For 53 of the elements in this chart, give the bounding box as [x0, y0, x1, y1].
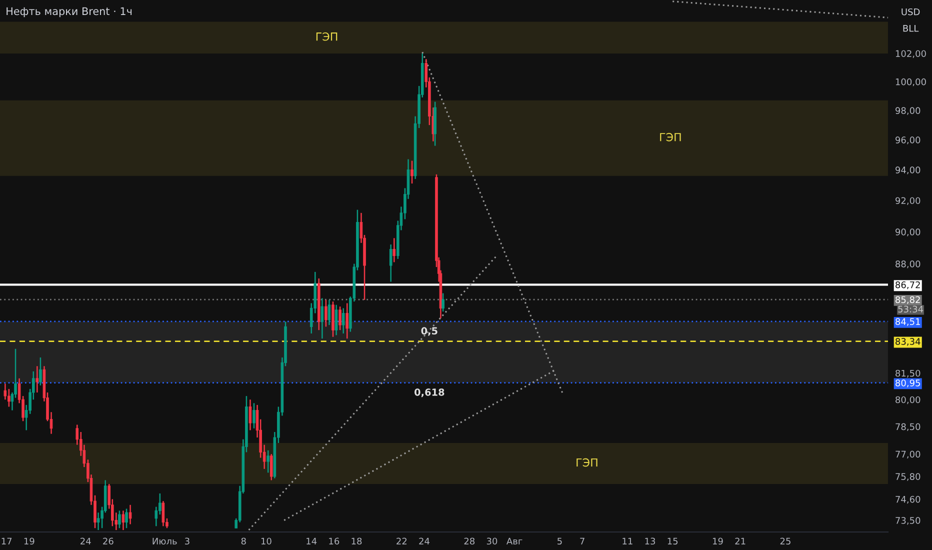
- y-tick-label: 86,72: [896, 281, 920, 290]
- y-tick-label: 92,00: [896, 197, 920, 205]
- x-tick-label: 16: [329, 538, 340, 545]
- band-label: ГЭП: [660, 132, 681, 142]
- x-tick-label: 5: [558, 538, 562, 545]
- text: 53:34: [898, 306, 924, 313]
- x-tick-label: 21: [735, 538, 746, 544]
- x-tick-label: 28: [464, 538, 475, 545]
- x-tick-label: 7: [580, 538, 584, 544]
- y-tick-label: 78,50: [896, 423, 920, 432]
- x-tick-label: 19: [24, 538, 34, 545]
- y-tick-label: 94,00: [896, 166, 920, 174]
- text: USD: [902, 8, 920, 16]
- y-tick-label: 84,51: [896, 318, 920, 326]
- y-tick-label: 88,00: [896, 260, 920, 268]
- x-tick-label: 8: [241, 538, 246, 545]
- y-tick-label: 81,50: [896, 370, 920, 378]
- x-tick-label: Авг: [506, 538, 522, 544]
- x-tick-label: 25: [780, 538, 790, 545]
- x-tick-label: 26: [103, 538, 114, 545]
- y-tick-label: 80,95: [896, 380, 920, 388]
- x-tick-label: 14: [306, 538, 317, 544]
- annotation: 0,5: [421, 327, 438, 336]
- x-tick-label: 24: [419, 538, 430, 544]
- y-tick-label: 85,82: [896, 296, 920, 304]
- x-tick-label: 13: [645, 538, 656, 545]
- annotation: 0,618: [414, 388, 444, 398]
- x-tick-label: 19: [712, 538, 723, 545]
- y-tick-label: 74,60: [896, 496, 920, 504]
- x-tick-label: 18: [352, 538, 362, 545]
- y-tick-label: 73,50: [896, 517, 920, 525]
- y-tick-label: 102,00: [896, 50, 926, 58]
- y-tick-label: 98,00: [896, 107, 920, 115]
- x-tick-label: 15: [668, 538, 678, 545]
- y-tick-label: 90,00: [896, 228, 920, 236]
- text: BLL: [903, 25, 919, 32]
- x-tick-label: 22: [396, 538, 407, 544]
- x-tick-label: Июль: [152, 538, 177, 545]
- band-label: ГЭП: [316, 32, 338, 41]
- y-tick-label: 75,80: [896, 473, 920, 481]
- x-tick-label: 17: [2, 538, 12, 544]
- x-tick-label: 11: [622, 538, 632, 544]
- y-tick-label: 96,00: [896, 136, 920, 144]
- y-tick-label: 77,00: [896, 450, 920, 459]
- y-tick-label: 80,00: [896, 396, 920, 404]
- band-label: ГЭП: [576, 458, 598, 467]
- y-tick-label: 100,00: [896, 78, 926, 86]
- x-tick-label: 24: [80, 538, 91, 544]
- y-tick-label: 83,34: [896, 338, 920, 346]
- x-tick-label: 10: [261, 538, 272, 545]
- x-tick-label: 30: [486, 538, 498, 545]
- text: Нефть марки Brent · 1ч: [6, 7, 132, 18]
- x-tick-label: 3: [185, 538, 190, 545]
